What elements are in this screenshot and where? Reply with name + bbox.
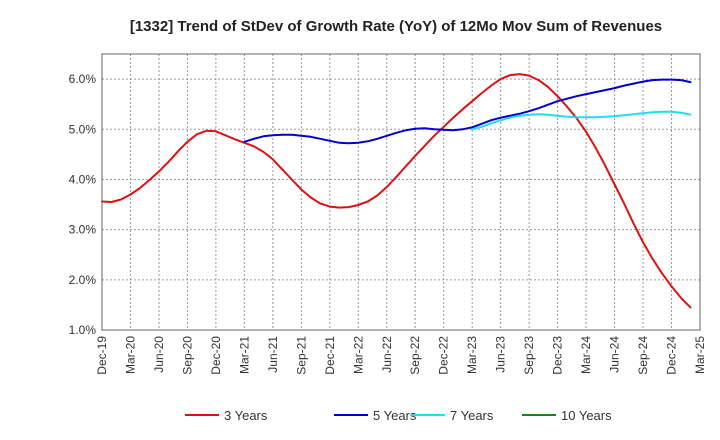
legend: 3 Years 5 Years 7 Years 10 Years xyxy=(185,408,612,423)
plot-area-frame xyxy=(101,53,701,331)
x-tick-label: Dec-19 xyxy=(95,336,109,375)
y-tick-label: 1.0% xyxy=(69,323,97,337)
x-tick-label: Jun-23 xyxy=(494,336,508,373)
x-tick-label: Mar-20 xyxy=(123,336,137,374)
y-tick-label: 3.0% xyxy=(69,223,97,237)
x-tick-label: Jun-21 xyxy=(266,336,280,373)
y-tick-label: 5.0% xyxy=(69,122,97,136)
x-tick-label: Mar-22 xyxy=(351,336,365,374)
x-tick-label: Dec-21 xyxy=(323,336,337,375)
grid xyxy=(101,54,701,331)
x-tick-label: Mar-25 xyxy=(693,336,707,374)
y-tick-label: 4.0% xyxy=(69,172,97,186)
x-tick-label: Jun-22 xyxy=(380,336,394,373)
x-tick-label: Dec-23 xyxy=(551,336,565,375)
x-tick-label: Sep-24 xyxy=(636,336,650,375)
x-tick-label: Mar-24 xyxy=(579,336,593,374)
x-tick-label: Sep-23 xyxy=(522,336,536,375)
x-tick-label: Dec-20 xyxy=(209,336,223,375)
x-tick-label: Dec-22 xyxy=(437,336,451,375)
x-tick-label: Mar-23 xyxy=(465,336,479,374)
series-line-3-years xyxy=(101,73,692,309)
legend-label: 10 Years xyxy=(561,408,612,423)
legend-label: 5 Years xyxy=(373,408,417,423)
series-line-7-years xyxy=(471,110,692,131)
x-tick-label: Jun-20 xyxy=(152,336,166,373)
y-tick-label: 6.0% xyxy=(69,72,97,86)
x-tick-label: Mar-21 xyxy=(237,336,251,374)
legend-label: 3 Years xyxy=(224,408,268,423)
y-axis: 1.0% 2.0% 3.0% 4.0% 5.0% 6.0% xyxy=(69,72,97,337)
x-axis: Dec-19 Mar-20 Jun-20 Sep-20 Dec-20 Mar-21 Jun-… xyxy=(95,336,707,375)
legend-label: 7 Years xyxy=(450,408,494,423)
x-tick-label: Sep-21 xyxy=(294,336,308,375)
x-tick-label: Sep-20 xyxy=(180,336,194,375)
x-tick-label: Dec-24 xyxy=(665,336,679,375)
series-line-5-years xyxy=(243,78,692,145)
x-tick-label: Jun-24 xyxy=(608,336,622,373)
series-lines xyxy=(101,73,692,309)
y-tick-label: 2.0% xyxy=(69,273,97,287)
x-tick-label: Sep-22 xyxy=(408,336,422,375)
chart-title: [1332] Trend of StDev of Growth Rate (Yo… xyxy=(130,18,662,35)
